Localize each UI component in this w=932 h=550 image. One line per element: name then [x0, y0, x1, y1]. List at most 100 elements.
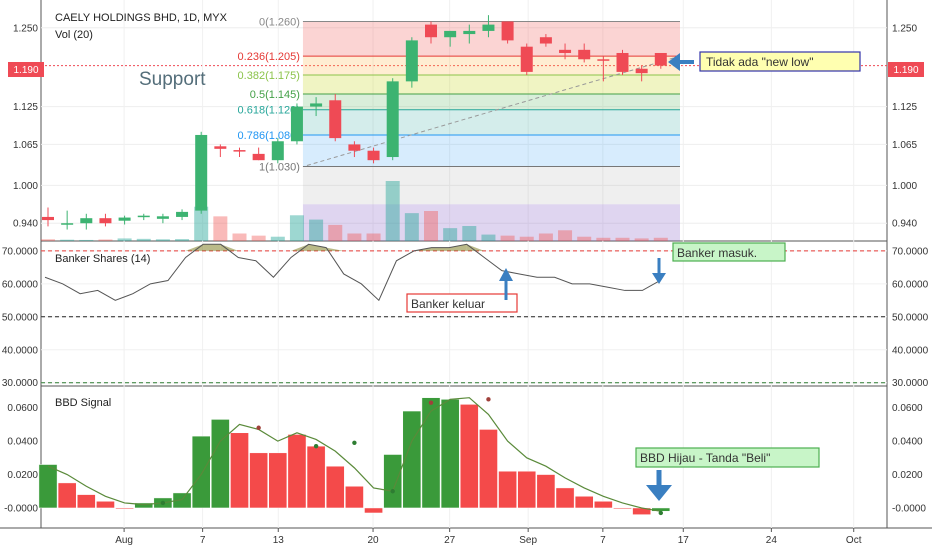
volume-bar [404, 213, 419, 241]
banker-tick-left: 70.0000 [2, 246, 39, 257]
banker-tick-right: 40.0000 [892, 345, 929, 356]
candle-body [99, 218, 112, 224]
volume-bar [519, 236, 534, 241]
volume-bar [558, 230, 573, 241]
candle-body [42, 216, 54, 221]
bbd-bar [211, 419, 230, 509]
bbd-bar [287, 434, 307, 509]
bbd-bar [57, 482, 77, 509]
bbd-tick-right: 0.0400 [892, 437, 923, 448]
bbd-bar [364, 507, 383, 514]
candle-body [520, 46, 533, 72]
time-tick: 17 [678, 535, 690, 546]
fib-zone [302, 75, 680, 94]
bbd-bar [172, 492, 192, 509]
bbd-bar [306, 445, 326, 509]
banker-fill [185, 244, 204, 251]
candle-body [425, 24, 437, 38]
volume-bar [634, 238, 649, 241]
bbd-bar [536, 474, 556, 509]
banker-fill [220, 244, 239, 251]
candle-body [654, 52, 667, 66]
bbd-bar [594, 501, 613, 509]
volume-bar [385, 181, 400, 241]
bbd-bar [440, 399, 460, 509]
time-tick: 7 [200, 535, 206, 546]
bbd-bar [191, 435, 211, 509]
volume-bar [328, 224, 343, 241]
bbd-cross-dot [486, 397, 491, 402]
volume-bar [79, 239, 94, 241]
bbd-bar [249, 452, 268, 509]
banker-tick-left: 60.0000 [2, 279, 39, 290]
bbd-hijau-text: BBD Hijau - Tanda "Beli" [640, 451, 770, 465]
candle-body [539, 37, 552, 44]
support-annotation: Support [139, 69, 206, 90]
fib-zone [302, 134, 680, 167]
fib-zone-base [302, 166, 680, 205]
banker-tick-left: 50.0000 [2, 312, 39, 323]
candle-body [329, 100, 342, 139]
bbd-bar [134, 502, 154, 509]
bbd-bar [517, 470, 537, 509]
trend-line [306, 55, 681, 166]
time-tick: 7 [600, 535, 606, 546]
fib-level-label: 0.236(1.205) [238, 51, 300, 63]
banker-title: Banker Shares (14) [55, 253, 150, 265]
banker-line [44, 243, 661, 302]
price-badge-right-text: 1.190 [893, 65, 918, 76]
bbd-bar [76, 494, 96, 509]
candle-body [176, 211, 189, 217]
candle-body [635, 68, 648, 74]
banker-fill [466, 244, 485, 251]
bbd-cross-dot [313, 443, 319, 449]
volume-bar [98, 239, 113, 241]
candle-body [252, 153, 265, 161]
candle-body [597, 59, 610, 61]
fib-level-label: 0.786(1.080) [238, 130, 300, 142]
bbd-bar [38, 464, 58, 509]
volume-bar [175, 239, 190, 241]
fib-zone-volume [302, 204, 680, 241]
volume-bar [213, 216, 228, 241]
price-tick-right: 1.125 [892, 102, 917, 113]
banker-masuk-text: Banker masuk. [677, 246, 757, 260]
banker-fill [308, 244, 327, 251]
banker-fill [326, 247, 344, 251]
fib-zone [302, 93, 680, 110]
volume-bar [289, 215, 304, 241]
volume-bar [500, 235, 515, 241]
volume-bar [596, 237, 611, 241]
fib-level-label: 0.618(1.120) [238, 105, 300, 117]
bbd-tick-left: 0.0600 [7, 403, 38, 414]
price-tick-right: 1.250 [892, 23, 917, 34]
bbd-title: BBD Signal [55, 397, 111, 409]
arrow-left-icon [668, 53, 694, 71]
banker-tick-right: 60.0000 [892, 279, 929, 290]
bbd-tick-right: 0.0600 [892, 403, 923, 414]
volume-bar [155, 239, 170, 241]
bbd-bar [421, 397, 441, 509]
fib-level-label: 0.382(1.175) [238, 70, 300, 82]
price-tick-right: 1.000 [892, 181, 917, 192]
candle-body [463, 30, 476, 35]
candle-body [578, 49, 591, 60]
volume-bar [424, 211, 438, 241]
arrow-up-icon-banker [499, 268, 513, 300]
candle-body [137, 215, 150, 218]
candle-body [233, 150, 246, 152]
banker-tick-right: 30.0000 [892, 378, 929, 389]
price-tick-left: 1.125 [13, 102, 38, 113]
banker-tick-right: 70.0000 [892, 246, 929, 257]
price-badge-left [8, 62, 44, 77]
volume-bar [194, 206, 209, 241]
symbol-title: CAELY HOLDINGS BHD, 1D, MYX [55, 12, 228, 24]
bbd-tick-right: 0.0200 [892, 470, 923, 481]
volume-bar [653, 237, 668, 241]
time-tick: Oct [846, 535, 862, 546]
fib-level-label: 0.5(1.145) [250, 89, 300, 101]
bbd-bar [574, 496, 594, 509]
volume-bar [270, 236, 285, 241]
bbd-bar [115, 507, 134, 510]
fib-level-label: 0(1.260) [259, 16, 300, 28]
